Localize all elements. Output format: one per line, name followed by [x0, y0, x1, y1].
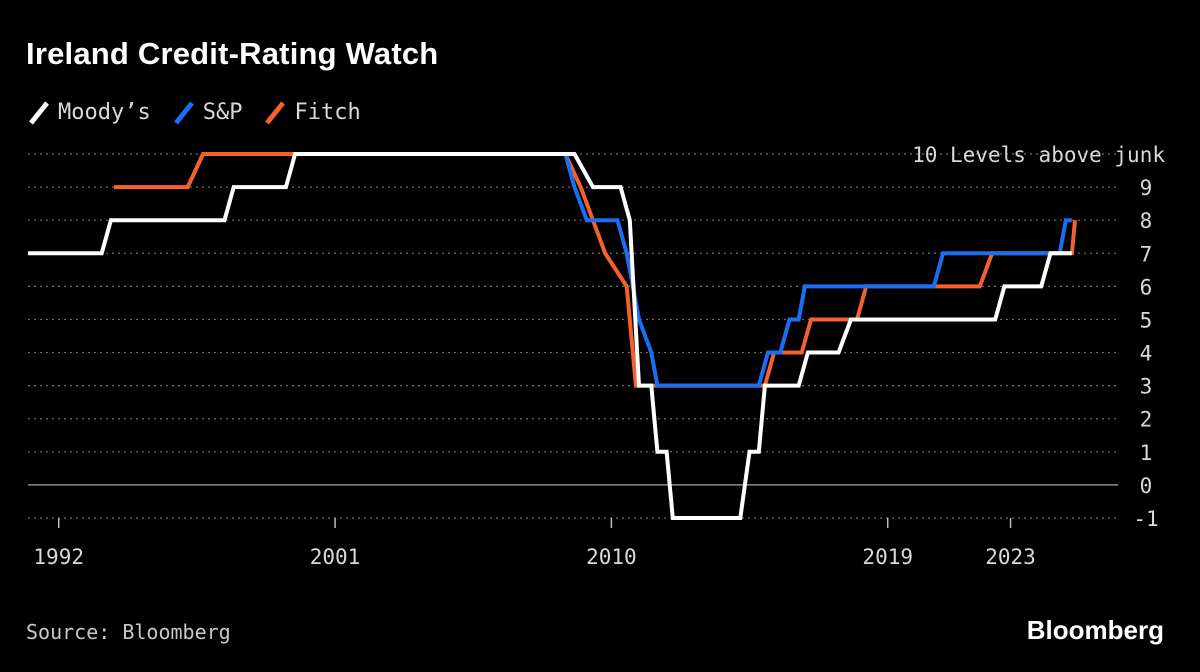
- series-line-moodys: [28, 152, 1072, 520]
- legend-item-moodys: Moody’s: [28, 100, 151, 125]
- x-axis: 1992 2001 2010 2019 2023: [33, 518, 1036, 569]
- y-tick-label: 5: [1140, 308, 1153, 332]
- x-tick-label: 2023: [985, 545, 1036, 569]
- y-tick-label: 9: [1140, 176, 1153, 200]
- x-tick-label: 2019: [862, 545, 913, 569]
- series-lines: [28, 152, 1077, 520]
- y-tick-label: 1: [1140, 441, 1153, 465]
- legend-label-sp: S&P: [202, 100, 243, 125]
- series-line-sp: [365, 152, 1072, 388]
- fitch-swatch-icon: [265, 100, 286, 125]
- y-tick-label: 7: [1140, 242, 1153, 266]
- y-tick-label: 2: [1140, 408, 1153, 432]
- legend-label-moodys: Moody’s: [58, 100, 151, 125]
- y-tick-label: -1: [1133, 507, 1158, 531]
- y-tick-label: 0: [1140, 474, 1153, 498]
- x-tick-label: 2001: [310, 545, 361, 569]
- legend: Moody’s S&P Fitch: [28, 100, 361, 125]
- source-note: Source: Bloomberg: [26, 620, 231, 644]
- unit-label: 10 Levels above junk: [912, 143, 1165, 167]
- y-tick-label: 4: [1140, 342, 1153, 366]
- y-tick-label: 3: [1140, 375, 1153, 399]
- bloomberg-logo: Bloomberg: [1026, 615, 1164, 645]
- chart-title: Ireland Credit-Rating Watch: [26, 36, 439, 71]
- y-tick-label: 8: [1140, 209, 1153, 233]
- legend-item-sp: S&P: [173, 100, 243, 125]
- x-tick-label: 2010: [586, 545, 637, 569]
- rating-chart: 9 8 7 6 5 4 3 2 1 0 -1 1992 2001 2010 2019 2023 10 Lev…: [28, 143, 1165, 569]
- legend-item-fitch: Fitch: [264, 100, 361, 125]
- moodys-swatch-icon: [29, 100, 49, 125]
- grid: [28, 153, 1118, 519]
- y-axis: 9 8 7 6 5 4 3 2 1 0 -1: [1133, 176, 1158, 531]
- legend-label-fitch: Fitch: [294, 100, 361, 125]
- y-tick-label: 6: [1140, 275, 1153, 299]
- sp-swatch-icon: [173, 100, 194, 125]
- x-tick-label: 1992: [33, 545, 84, 569]
